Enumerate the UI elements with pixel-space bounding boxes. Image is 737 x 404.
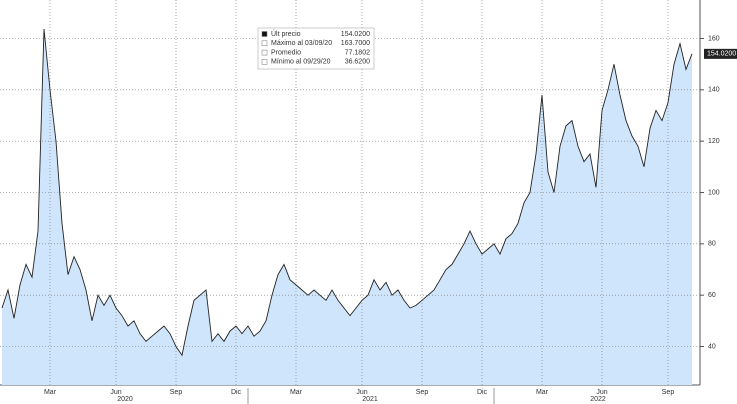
y-tick-label: 120 <box>708 138 720 145</box>
legend-value: 36.6200 <box>345 59 370 66</box>
year-label: 2020 <box>117 396 133 403</box>
price-line <box>1 28 693 357</box>
x-tick-label: Sep <box>416 389 429 396</box>
x-tick-label: Jun <box>596 389 607 396</box>
y-tick-label: 160 <box>708 35 720 42</box>
y-tick-label: 40 <box>708 343 716 350</box>
legend-value: 154.0200 <box>341 31 370 38</box>
legend-icon <box>261 49 268 56</box>
y-tick-label: 80 <box>708 241 716 248</box>
y-tick-label: 100 <box>708 189 720 196</box>
legend-value: 77.1802 <box>345 49 370 56</box>
legend-box <box>257 27 375 70</box>
year-label: 2021 <box>362 396 378 403</box>
year-label: 2022 <box>590 396 606 403</box>
last-value-box <box>704 48 737 59</box>
x-tick-label: Jun <box>110 389 121 396</box>
x-tick-label: Dic <box>231 389 242 396</box>
legend-icon <box>261 31 268 37</box>
legend-label: Máximo al 03/09/20 <box>271 40 332 47</box>
x-tick-label: Mar <box>44 389 57 396</box>
x-tick-label: Mar <box>290 389 303 396</box>
area <box>2 29 692 385</box>
x-tick-label: Sep <box>662 389 675 396</box>
x-tick-label: Jun <box>356 389 367 396</box>
legend-icon <box>261 40 268 47</box>
y-tick-label: 60 <box>708 292 716 299</box>
legend-icon <box>261 59 268 65</box>
legend-label: Últ precio <box>271 29 301 38</box>
x-tick-label: Sep <box>170 389 183 396</box>
x-tick-label: Mar <box>536 389 549 396</box>
legend-label: Mínimo al 09/29/20 <box>271 59 331 66</box>
y-tick-label: 140 <box>708 87 720 94</box>
legend-label: Promedio <box>271 49 301 56</box>
last-value-label: 154.0200 <box>707 51 736 58</box>
x-tick-label: Dic <box>477 389 488 396</box>
legend-value: 163.7000 <box>341 40 370 47</box>
